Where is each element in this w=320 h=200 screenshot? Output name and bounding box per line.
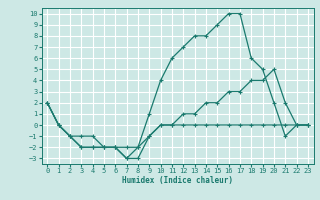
X-axis label: Humidex (Indice chaleur): Humidex (Indice chaleur) — [122, 176, 233, 185]
